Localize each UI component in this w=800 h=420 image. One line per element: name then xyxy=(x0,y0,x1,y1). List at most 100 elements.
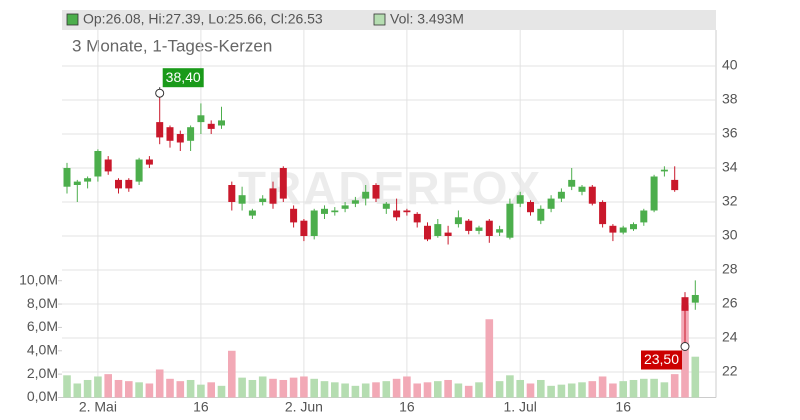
candle-body xyxy=(310,210,318,236)
candle-body xyxy=(248,210,256,216)
candle-body xyxy=(640,210,648,223)
annotation-label: 38,40 xyxy=(166,69,201,85)
volume-bar xyxy=(670,374,679,398)
candle-body xyxy=(63,168,71,187)
candle-body xyxy=(393,210,401,218)
volume-bar xyxy=(454,383,463,398)
candle-body xyxy=(609,225,617,233)
header-bar xyxy=(62,10,716,30)
legend-swatch xyxy=(66,13,79,26)
candle-body xyxy=(465,220,473,231)
candle-body xyxy=(145,159,153,165)
x-tick-label: 1. Jul xyxy=(503,399,536,415)
volume-bar xyxy=(392,378,401,398)
volume-bar xyxy=(73,383,82,398)
volume-bar xyxy=(681,305,689,398)
volume-bar xyxy=(423,382,432,398)
candle-body xyxy=(73,181,81,185)
volume-bar xyxy=(609,383,617,398)
candle-body xyxy=(84,178,92,182)
volume-bar xyxy=(567,383,576,398)
candle-body xyxy=(382,203,390,209)
candle-body xyxy=(568,179,576,187)
volume-bar xyxy=(547,385,555,398)
candle-body xyxy=(444,232,452,236)
volume-bar xyxy=(629,379,638,398)
volume-bar xyxy=(578,382,586,398)
candle-body xyxy=(362,191,370,199)
candle-body xyxy=(671,179,679,191)
y-tick-label: 30 xyxy=(722,227,738,243)
legend-volume: Vol: 3.493M xyxy=(390,11,464,27)
volume-bar xyxy=(506,375,514,398)
candle-body xyxy=(681,297,689,311)
candle-body xyxy=(125,179,133,189)
volume-bar xyxy=(516,379,524,398)
volume-bar xyxy=(372,382,380,398)
y2-tick-label: 4,0M xyxy=(27,341,58,357)
y-tick-label: 26 xyxy=(722,295,738,311)
y2-tick-label: 8,0M xyxy=(27,295,58,311)
annotation-box xyxy=(641,350,682,370)
volume-bar xyxy=(351,385,360,398)
candle-body xyxy=(660,169,668,172)
candle-body xyxy=(321,208,328,214)
candle-body xyxy=(259,198,267,202)
annotation-box xyxy=(162,68,204,88)
volume-bar xyxy=(279,379,288,398)
candle-body xyxy=(207,123,215,129)
volume-bar xyxy=(155,369,164,398)
x-tick-label: 16 xyxy=(193,399,209,415)
candle-body xyxy=(279,168,287,199)
legend-ohlc: Op:26.08, Hi:27.39, Lo:25.66, Cl:26.53 xyxy=(83,11,323,27)
volume-bar xyxy=(197,384,205,398)
volume-bar xyxy=(588,381,597,398)
volume-bar xyxy=(434,381,442,398)
volume-bar xyxy=(640,378,648,398)
y-tick-label: 40 xyxy=(722,57,738,73)
subtitle: 3 Monate, 1-Tages-Kerzen xyxy=(72,36,272,55)
volume-bar xyxy=(485,319,494,398)
volume-bar xyxy=(526,383,535,398)
y-tick-label: 36 xyxy=(722,125,738,141)
candle-body xyxy=(599,202,607,225)
x-tick-label: 16 xyxy=(399,399,415,415)
candle-body xyxy=(228,185,236,202)
annotation-label: 23,50 xyxy=(644,351,679,367)
candle-body xyxy=(485,220,493,236)
candle-body xyxy=(619,227,627,233)
y2-tick-label: 0,0M xyxy=(27,388,58,404)
volume-bar xyxy=(289,377,298,398)
candle-body xyxy=(156,122,164,138)
candle-body xyxy=(630,224,637,230)
volume-bar xyxy=(217,385,226,398)
volume-bar xyxy=(145,383,154,398)
candle-body xyxy=(176,134,184,143)
volume-bar xyxy=(94,376,102,398)
y2-tick-label: 6,0M xyxy=(27,318,58,334)
volume-bar xyxy=(207,382,215,398)
volume-bar xyxy=(248,379,257,398)
candle-body xyxy=(331,210,339,213)
y-tick-label: 22 xyxy=(722,363,738,379)
volume-bar xyxy=(258,376,267,398)
volume-bar xyxy=(557,384,566,398)
annotation-marker xyxy=(680,342,690,351)
candle-body xyxy=(537,208,545,221)
candle-body xyxy=(94,151,102,177)
y-tick-label: 32 xyxy=(722,193,738,209)
volume-bar xyxy=(269,378,277,398)
candle-body xyxy=(527,202,534,213)
candle-body xyxy=(691,294,699,303)
volume-bar xyxy=(413,383,421,398)
volume-bar xyxy=(475,382,483,398)
candle-body xyxy=(650,176,658,211)
candle-body xyxy=(351,200,359,204)
volume-bar xyxy=(598,376,607,398)
volume-bar xyxy=(537,379,545,398)
candle-body xyxy=(135,159,143,182)
candle-body xyxy=(454,217,462,225)
volume-bar xyxy=(361,383,370,398)
volume-bar xyxy=(382,381,391,398)
